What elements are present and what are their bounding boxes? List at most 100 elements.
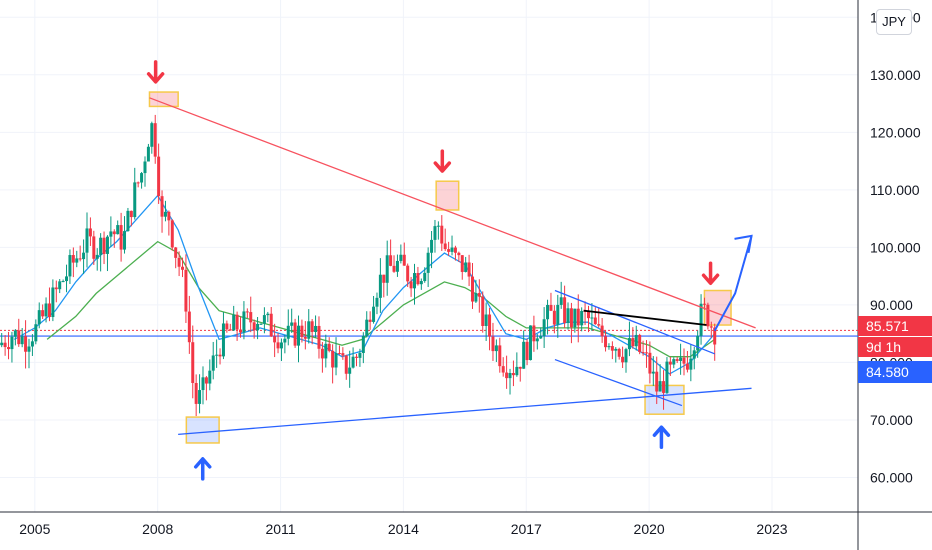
y-tick-label: 100.000 bbox=[870, 239, 921, 255]
trendline-channel-upper bbox=[554, 289, 715, 355]
candle-body bbox=[433, 226, 437, 240]
candle-body bbox=[239, 329, 243, 333]
candle-body bbox=[624, 349, 628, 363]
candle-body bbox=[30, 341, 34, 347]
candle-body bbox=[7, 347, 11, 350]
level-price-badge: 84.580 bbox=[858, 361, 932, 383]
candle-body bbox=[245, 311, 249, 313]
candle-body bbox=[358, 352, 362, 358]
candle-body bbox=[140, 173, 144, 183]
x-tick-label: 2017 bbox=[511, 521, 542, 537]
candle-body bbox=[136, 182, 140, 184]
top-highlight-box bbox=[148, 91, 179, 108]
candle-body bbox=[372, 306, 376, 322]
candle-body bbox=[644, 352, 648, 354]
candle-body bbox=[348, 367, 352, 374]
x-tick-label: 2011 bbox=[265, 521, 295, 537]
candle-body bbox=[184, 269, 188, 312]
candle-body bbox=[378, 274, 382, 298]
candle-body bbox=[259, 323, 263, 325]
candle-body bbox=[423, 272, 427, 282]
y-tick-label: 70.000 bbox=[870, 412, 913, 428]
candle-body bbox=[522, 341, 526, 369]
candle-body bbox=[552, 310, 556, 325]
bar-countdown-badge: 9d 1h bbox=[858, 337, 932, 357]
candle-body bbox=[320, 348, 324, 359]
candle-body bbox=[546, 304, 550, 320]
candle-body bbox=[157, 156, 161, 197]
top-highlight-box bbox=[435, 180, 460, 211]
candle-body bbox=[453, 247, 457, 253]
candle-body bbox=[549, 304, 553, 311]
candle-body bbox=[668, 361, 672, 365]
candle-body bbox=[266, 313, 270, 316]
candle-body bbox=[146, 146, 150, 162]
currency-selector[interactable]: JPY bbox=[876, 9, 912, 35]
candle-body bbox=[24, 336, 28, 352]
up-arrow-marker-head bbox=[652, 425, 671, 437]
candle-body bbox=[382, 274, 386, 283]
candle-body bbox=[337, 353, 341, 355]
candle-body bbox=[702, 303, 706, 305]
candle-body bbox=[109, 231, 113, 237]
candle-body bbox=[334, 353, 338, 368]
candle-body bbox=[481, 296, 485, 326]
candle-body bbox=[508, 373, 512, 379]
candle-body bbox=[116, 225, 120, 235]
candle-body bbox=[191, 342, 195, 383]
trendline-black-line bbox=[583, 309, 707, 326]
candle-body bbox=[580, 310, 584, 326]
x-tick-label: 2023 bbox=[756, 521, 787, 537]
candle-body bbox=[228, 329, 232, 331]
candle-body bbox=[655, 371, 659, 392]
candle-body bbox=[51, 287, 55, 318]
candle-body bbox=[341, 353, 345, 356]
candle-body bbox=[542, 319, 546, 336]
candle-body bbox=[252, 322, 256, 331]
candle-body bbox=[406, 265, 410, 282]
candle-body bbox=[389, 255, 393, 266]
candle-body bbox=[235, 314, 239, 330]
up-arrow-marker-head bbox=[193, 457, 212, 469]
candle-body bbox=[102, 237, 106, 254]
candle-body bbox=[44, 303, 48, 317]
candle-body bbox=[88, 228, 92, 237]
candle-body bbox=[392, 265, 396, 272]
candle-body bbox=[484, 314, 488, 326]
candle-body bbox=[436, 225, 440, 227]
candle-body bbox=[627, 338, 631, 350]
candle-body bbox=[133, 182, 137, 218]
candle-body bbox=[153, 123, 157, 157]
candle-body bbox=[41, 310, 45, 317]
candle-body bbox=[65, 276, 69, 282]
candle-body bbox=[368, 319, 372, 322]
candle-body bbox=[447, 249, 451, 252]
candle-body bbox=[385, 255, 389, 283]
candle-body bbox=[95, 254, 99, 259]
candle-body bbox=[467, 262, 471, 277]
candle-body bbox=[105, 236, 109, 254]
candle-body bbox=[395, 260, 399, 272]
projection-path bbox=[713, 235, 753, 332]
candle-body bbox=[249, 312, 253, 323]
candle-body bbox=[75, 258, 79, 263]
candle-body bbox=[457, 252, 461, 256]
candle-body bbox=[573, 308, 577, 328]
candle-body bbox=[610, 346, 614, 351]
candle-body bbox=[498, 345, 502, 367]
y-tick-label: 60.000 bbox=[870, 469, 913, 485]
candle-body bbox=[477, 293, 481, 297]
candle-body bbox=[112, 231, 116, 235]
candle-body bbox=[563, 297, 567, 323]
down-arrow-marker-head bbox=[146, 72, 165, 84]
candle-body bbox=[61, 281, 65, 283]
candle-body bbox=[532, 325, 536, 342]
candle-body bbox=[614, 348, 618, 351]
candle-body bbox=[344, 355, 348, 374]
candle-body bbox=[696, 335, 700, 351]
candle-body bbox=[402, 254, 406, 266]
candle-body bbox=[47, 303, 51, 318]
candle-body bbox=[174, 247, 178, 258]
candle-body bbox=[706, 304, 710, 327]
